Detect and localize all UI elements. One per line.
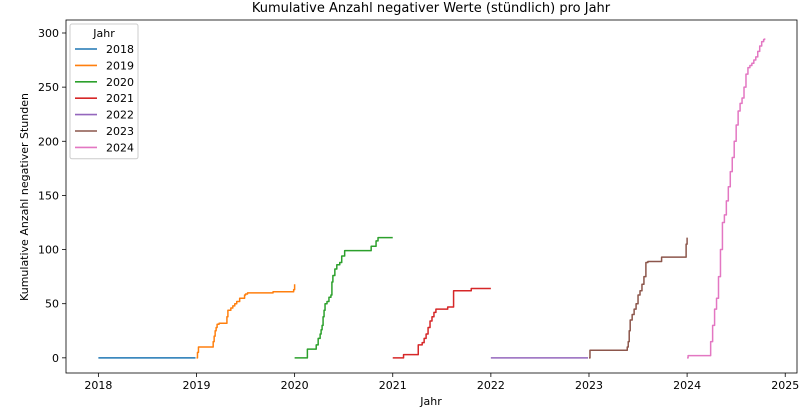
y-tick-label: 200	[38, 135, 59, 148]
x-axis-title: Jahr	[419, 395, 442, 408]
y-tick-label: 0	[52, 352, 59, 365]
series-line-2023	[588, 237, 688, 359]
plot-frame	[65, 19, 798, 374]
x-tick-label: 2020	[281, 379, 309, 392]
legend-label-2020: 2020	[106, 76, 134, 89]
legend-label-2019: 2019	[106, 59, 134, 72]
legend-label-2022: 2022	[106, 109, 134, 122]
x-tick-label: 2025	[771, 379, 799, 392]
y-tick-label: 300	[38, 27, 59, 40]
x-tick-label: 2024	[673, 379, 701, 392]
x-tick-label: 2018	[84, 379, 112, 392]
y-tick-label: 50	[45, 298, 59, 311]
y-axis: 0 50 100 150 200 250 300	[38, 27, 66, 365]
legend-label-2024: 2024	[106, 141, 134, 154]
series-layer	[98, 38, 766, 359]
x-tick-label: 2019	[183, 379, 211, 392]
legend: Jahr 2018 2019 2020 2021 2022 2023 2024	[69, 23, 139, 160]
x-tick-label: 2021	[379, 379, 407, 392]
legend-title: Jahr	[92, 27, 115, 40]
series-line-2020	[294, 236, 393, 359]
x-tick-label: 2022	[477, 379, 505, 392]
series-line-2019	[196, 284, 296, 359]
y-axis-title: Kumulative Anzahl negativer Stunden	[18, 93, 31, 301]
legend-label-2021: 2021	[106, 92, 134, 105]
x-axis: 2018 2019 2020 2021 2022 2023 2024 2025	[84, 373, 799, 392]
series-line-2024	[687, 38, 766, 359]
legend-box	[69, 23, 139, 160]
y-tick-label: 100	[38, 244, 59, 257]
y-tick-label: 150	[38, 189, 59, 202]
legend-label-2018: 2018	[106, 43, 134, 56]
legend-label-2023: 2023	[106, 125, 134, 138]
y-tick-label: 250	[38, 81, 59, 94]
series-line-2021	[392, 287, 491, 359]
chart-title: Kumulative Anzahl negativer Werte (stünd…	[252, 1, 611, 16]
x-tick-label: 2023	[575, 379, 603, 392]
